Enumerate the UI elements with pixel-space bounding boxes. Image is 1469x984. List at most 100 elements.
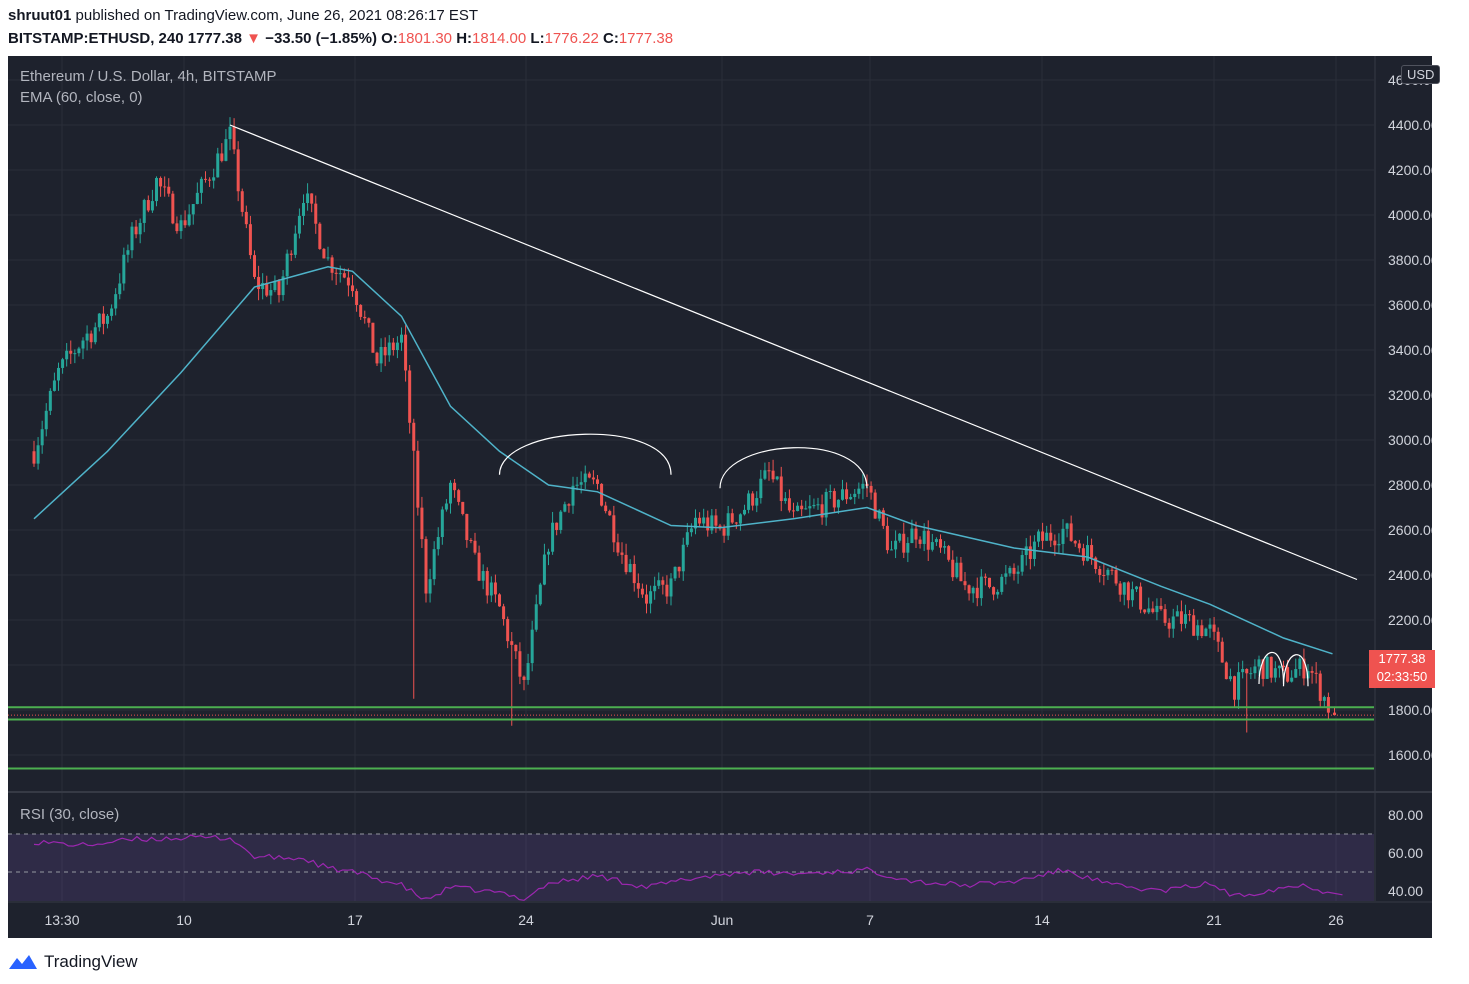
candle bbox=[563, 501, 567, 513]
candle-body bbox=[191, 204, 195, 215]
candle-body bbox=[359, 304, 363, 317]
candle-body bbox=[1188, 614, 1192, 616]
candle-body bbox=[404, 334, 408, 371]
candle bbox=[248, 215, 252, 259]
candle-body bbox=[1155, 605, 1159, 613]
candle bbox=[420, 496, 424, 548]
candle-body bbox=[547, 551, 550, 555]
candle bbox=[1322, 695, 1326, 708]
rsi-axis-tick: 60.00 bbox=[1388, 845, 1423, 861]
candle-body bbox=[1102, 575, 1106, 577]
candle-body bbox=[841, 489, 844, 500]
candle bbox=[816, 497, 820, 510]
last-price-tag-value: 1777.38 bbox=[1378, 651, 1426, 666]
candle-body bbox=[955, 562, 959, 578]
candle bbox=[1049, 524, 1053, 547]
brand-name[interactable]: TradingView bbox=[44, 952, 138, 971]
candle-body bbox=[963, 581, 967, 586]
candle-body bbox=[922, 530, 926, 544]
candle bbox=[1155, 598, 1159, 621]
candle-body bbox=[183, 220, 187, 226]
candle bbox=[85, 325, 89, 351]
candle bbox=[828, 484, 832, 499]
candle bbox=[244, 205, 248, 229]
candle bbox=[355, 288, 359, 312]
candle-body bbox=[620, 552, 624, 555]
candle bbox=[1257, 655, 1261, 677]
chart-canvas[interactable]: 4600.004400.004200.004000.003800.003600.… bbox=[8, 56, 1432, 938]
candle bbox=[134, 220, 138, 239]
pattern-arc bbox=[1282, 654, 1309, 687]
candle bbox=[1057, 533, 1061, 553]
candle-body bbox=[146, 200, 150, 211]
candle-body bbox=[665, 584, 669, 597]
candle bbox=[114, 288, 118, 316]
time-axis-tick: 24 bbox=[518, 912, 534, 928]
candle-body bbox=[873, 492, 877, 519]
candle bbox=[636, 573, 640, 598]
candle-body bbox=[608, 511, 612, 516]
candle bbox=[506, 616, 510, 649]
candle-body bbox=[195, 192, 199, 205]
currency-badge[interactable]: USD bbox=[1401, 65, 1441, 84]
candle bbox=[759, 469, 763, 504]
price-axis-tick: 4200.00 bbox=[1388, 162, 1432, 178]
time-axis-tick: Jun bbox=[711, 912, 734, 928]
candle bbox=[1228, 668, 1232, 682]
candle-body bbox=[118, 283, 122, 295]
candle bbox=[432, 541, 436, 586]
chart-frame[interactable]: 4600.004400.004200.004000.003800.003600.… bbox=[8, 56, 1441, 938]
open-value: 1801.30 bbox=[397, 30, 453, 47]
candle-body bbox=[714, 515, 718, 526]
candle-body bbox=[1175, 611, 1179, 617]
candle bbox=[424, 536, 428, 603]
candle-body bbox=[1212, 624, 1216, 632]
candle-body bbox=[800, 505, 804, 510]
candle bbox=[449, 480, 452, 514]
candle bbox=[310, 193, 314, 213]
candle-body bbox=[596, 479, 599, 484]
candle-body bbox=[632, 563, 636, 584]
candle-body bbox=[702, 517, 706, 524]
candle-body bbox=[951, 559, 955, 578]
candle bbox=[326, 246, 330, 261]
candle bbox=[551, 511, 555, 555]
time-axis-tick: 13:30 bbox=[44, 912, 79, 928]
candle-body bbox=[338, 273, 342, 275]
candle-body bbox=[1241, 668, 1245, 673]
candle-body bbox=[902, 533, 906, 553]
pattern-arc bbox=[498, 433, 672, 475]
candle-body bbox=[36, 445, 40, 464]
candle-body bbox=[420, 507, 424, 540]
candle-body bbox=[224, 139, 228, 161]
candle bbox=[779, 466, 783, 512]
candle-body bbox=[465, 513, 469, 541]
candle bbox=[881, 507, 885, 529]
candle bbox=[706, 510, 710, 537]
candle-body bbox=[481, 571, 485, 581]
candle-body bbox=[845, 489, 849, 500]
rsi-legend: RSI (30, close) bbox=[20, 806, 120, 823]
candle-body bbox=[387, 342, 391, 356]
candle-body bbox=[1224, 662, 1228, 680]
candle-body bbox=[689, 528, 693, 533]
candle bbox=[265, 275, 269, 298]
candle bbox=[253, 250, 256, 280]
low-label: L: bbox=[530, 30, 545, 47]
candle-body bbox=[710, 515, 714, 531]
candle-body bbox=[77, 348, 81, 354]
candle bbox=[1126, 581, 1130, 609]
candle-body bbox=[1094, 557, 1098, 570]
candle bbox=[1110, 566, 1114, 575]
candle bbox=[1053, 534, 1057, 556]
candle-body bbox=[510, 641, 514, 645]
time-axis-tick: 7 bbox=[866, 912, 874, 928]
candle bbox=[1277, 665, 1281, 678]
rsi-axis-tick: 40.00 bbox=[1388, 883, 1423, 899]
candle bbox=[277, 278, 281, 303]
author-name[interactable]: shruut01 bbox=[8, 7, 72, 24]
candle-body bbox=[853, 493, 857, 498]
tradingview-logo-icon[interactable] bbox=[8, 953, 38, 971]
ema-line bbox=[33, 266, 1333, 655]
candle-body bbox=[232, 126, 236, 150]
